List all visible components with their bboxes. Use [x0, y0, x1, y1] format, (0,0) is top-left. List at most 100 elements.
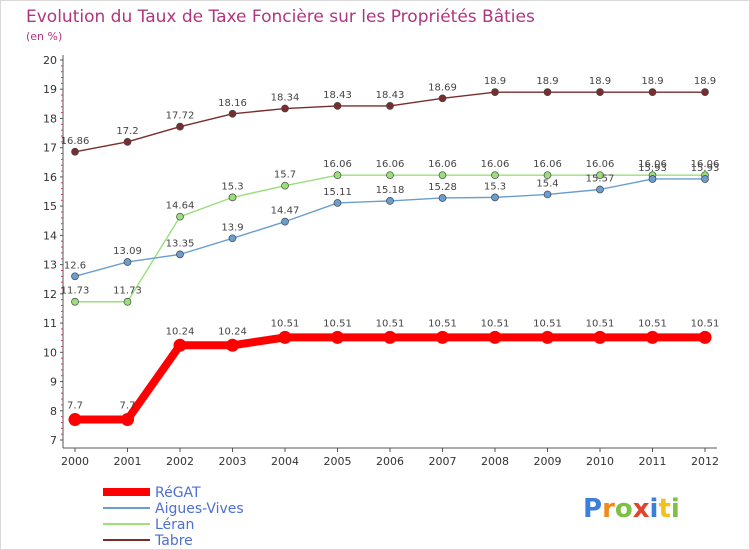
y-tick-label: 8: [50, 405, 57, 418]
series-line: [74, 91, 706, 153]
series-tabre: 16.86 17.2 17.72 18.16 18.34 18.43 18.43 18.69 1…: [61, 76, 716, 156]
legend-item: Léran: [103, 517, 194, 533]
data-point: [331, 330, 344, 344]
data-label: 18.69: [428, 82, 457, 93]
x-tick-label: 2005: [324, 455, 352, 468]
data-point: [228, 234, 237, 243]
data-label: 10.51: [638, 318, 667, 329]
data-label: 15.4: [536, 178, 558, 189]
series-aigues-vives: 12.6 13.09 13.35 13.9 14.47 15.11 15.18 15.28 15…: [64, 163, 719, 281]
x-tick-label: 2010: [586, 455, 614, 468]
data-point: [491, 88, 499, 97]
data-point: [176, 250, 184, 259]
data-point: [386, 102, 394, 110]
logo-letter: o: [615, 494, 633, 524]
data-point: [333, 171, 342, 180]
data-point: [701, 175, 709, 183]
proxiti-logo: Proxiti: [583, 494, 680, 524]
legend-label: Léran: [155, 517, 194, 533]
data-point: [71, 147, 79, 156]
data-label: 16.06: [586, 159, 615, 170]
data-label: 16.06: [638, 159, 667, 170]
series-r-gat: 7.7 7.7 10.24 10.24 10.51 10.51 10.51 10.51 10.5…: [67, 318, 719, 427]
axes: 7 8 9 10 11 12 13 14 15 16 17 18 19 20 2000 2001 2002 200…: [43, 54, 719, 468]
data-label: 10.24: [166, 326, 195, 337]
data-label: 15.7: [274, 170, 296, 181]
series-l-ran: 11.73 11.73 14.64 15.3 15.7 16.06 16.06 16.06 16…: [61, 159, 719, 306]
series-line: [71, 333, 709, 424]
legend-item: Aigues-Vives: [103, 501, 244, 517]
data-point: [701, 88, 709, 97]
data-label: 10.51: [533, 318, 562, 329]
x-tick-label: 2006: [376, 455, 404, 468]
data-point: [596, 185, 604, 194]
data-label: 17.72: [166, 111, 195, 122]
data-label: 18.9: [694, 76, 716, 87]
data-label: 18.43: [323, 90, 352, 101]
data-label: 15.57: [586, 173, 615, 184]
data-point: [121, 413, 134, 427]
data-label: 13.35: [166, 238, 195, 249]
x-tick-label: 2011: [639, 455, 667, 468]
data-point: [648, 175, 657, 183]
data-point: [228, 193, 237, 202]
y-tick-label: 14: [43, 229, 57, 242]
data-label: 18.16: [218, 98, 247, 109]
data-label: 16.06: [428, 159, 457, 170]
data-label: 10.51: [323, 318, 352, 329]
data-point: [596, 171, 604, 180]
series-layer: 16.86 17.2 17.72 18.16 18.34 18.43 18.43 18.69 1…: [61, 76, 719, 427]
y-tick-label: 13: [43, 259, 57, 272]
data-point: [228, 109, 237, 118]
data-point: [438, 171, 447, 180]
logo-letter: t: [658, 494, 670, 524]
data-label: 15.18: [376, 185, 405, 196]
data-point: [71, 297, 79, 306]
x-tick-label: 2000: [61, 455, 89, 468]
data-label: 14.47: [271, 206, 300, 217]
logo-letter: P: [583, 494, 602, 524]
data-label: 18.43: [376, 90, 405, 101]
data-point: [543, 88, 552, 97]
data-point: [281, 104, 289, 113]
logo-text: Proxiti: [583, 494, 680, 524]
x-tick-label: 2001: [114, 455, 142, 468]
data-label: 18.9: [484, 76, 506, 87]
legend-item: RéGAT: [103, 485, 201, 501]
legend-label: Tabre: [154, 533, 193, 549]
legend-label: Aigues-Vives: [155, 501, 244, 517]
data-point: [278, 330, 292, 344]
y-tick-label: 15: [43, 200, 57, 213]
data-point: [68, 413, 82, 427]
data-label: 16.06: [481, 159, 510, 170]
data-point: [173, 338, 187, 352]
data-point: [383, 330, 397, 344]
data-point: [71, 272, 79, 281]
data-label: 7.7: [120, 401, 136, 412]
data-point: [593, 330, 607, 344]
legend-item: Tabre: [103, 533, 193, 549]
data-point: [543, 190, 552, 199]
data-label: 18.9: [536, 76, 558, 87]
data-point: [123, 137, 132, 146]
data-label: 15.93: [638, 163, 667, 174]
y-tick-label: 9: [50, 376, 57, 389]
data-point: [488, 330, 502, 344]
chart-subtitle: (en %): [26, 30, 62, 43]
logo-letter: r: [602, 494, 615, 524]
data-point: [596, 88, 604, 97]
data-label: 11.73: [61, 286, 90, 297]
data-label: 16.06: [376, 159, 405, 170]
y-tick-label: 17: [43, 142, 57, 155]
data-label: 10.51: [376, 318, 405, 329]
data-label: 15.11: [323, 187, 352, 198]
data-point: [386, 171, 394, 180]
data-point: [543, 171, 552, 180]
data-label: 16.06: [323, 159, 352, 170]
data-label: 18.9: [641, 76, 663, 87]
data-label: 10.51: [481, 318, 510, 329]
logo-letter: x: [633, 494, 650, 524]
data-label: 10.51: [428, 318, 457, 329]
x-tick-label: 2007: [429, 455, 457, 468]
data-label: 18.9: [589, 76, 611, 87]
